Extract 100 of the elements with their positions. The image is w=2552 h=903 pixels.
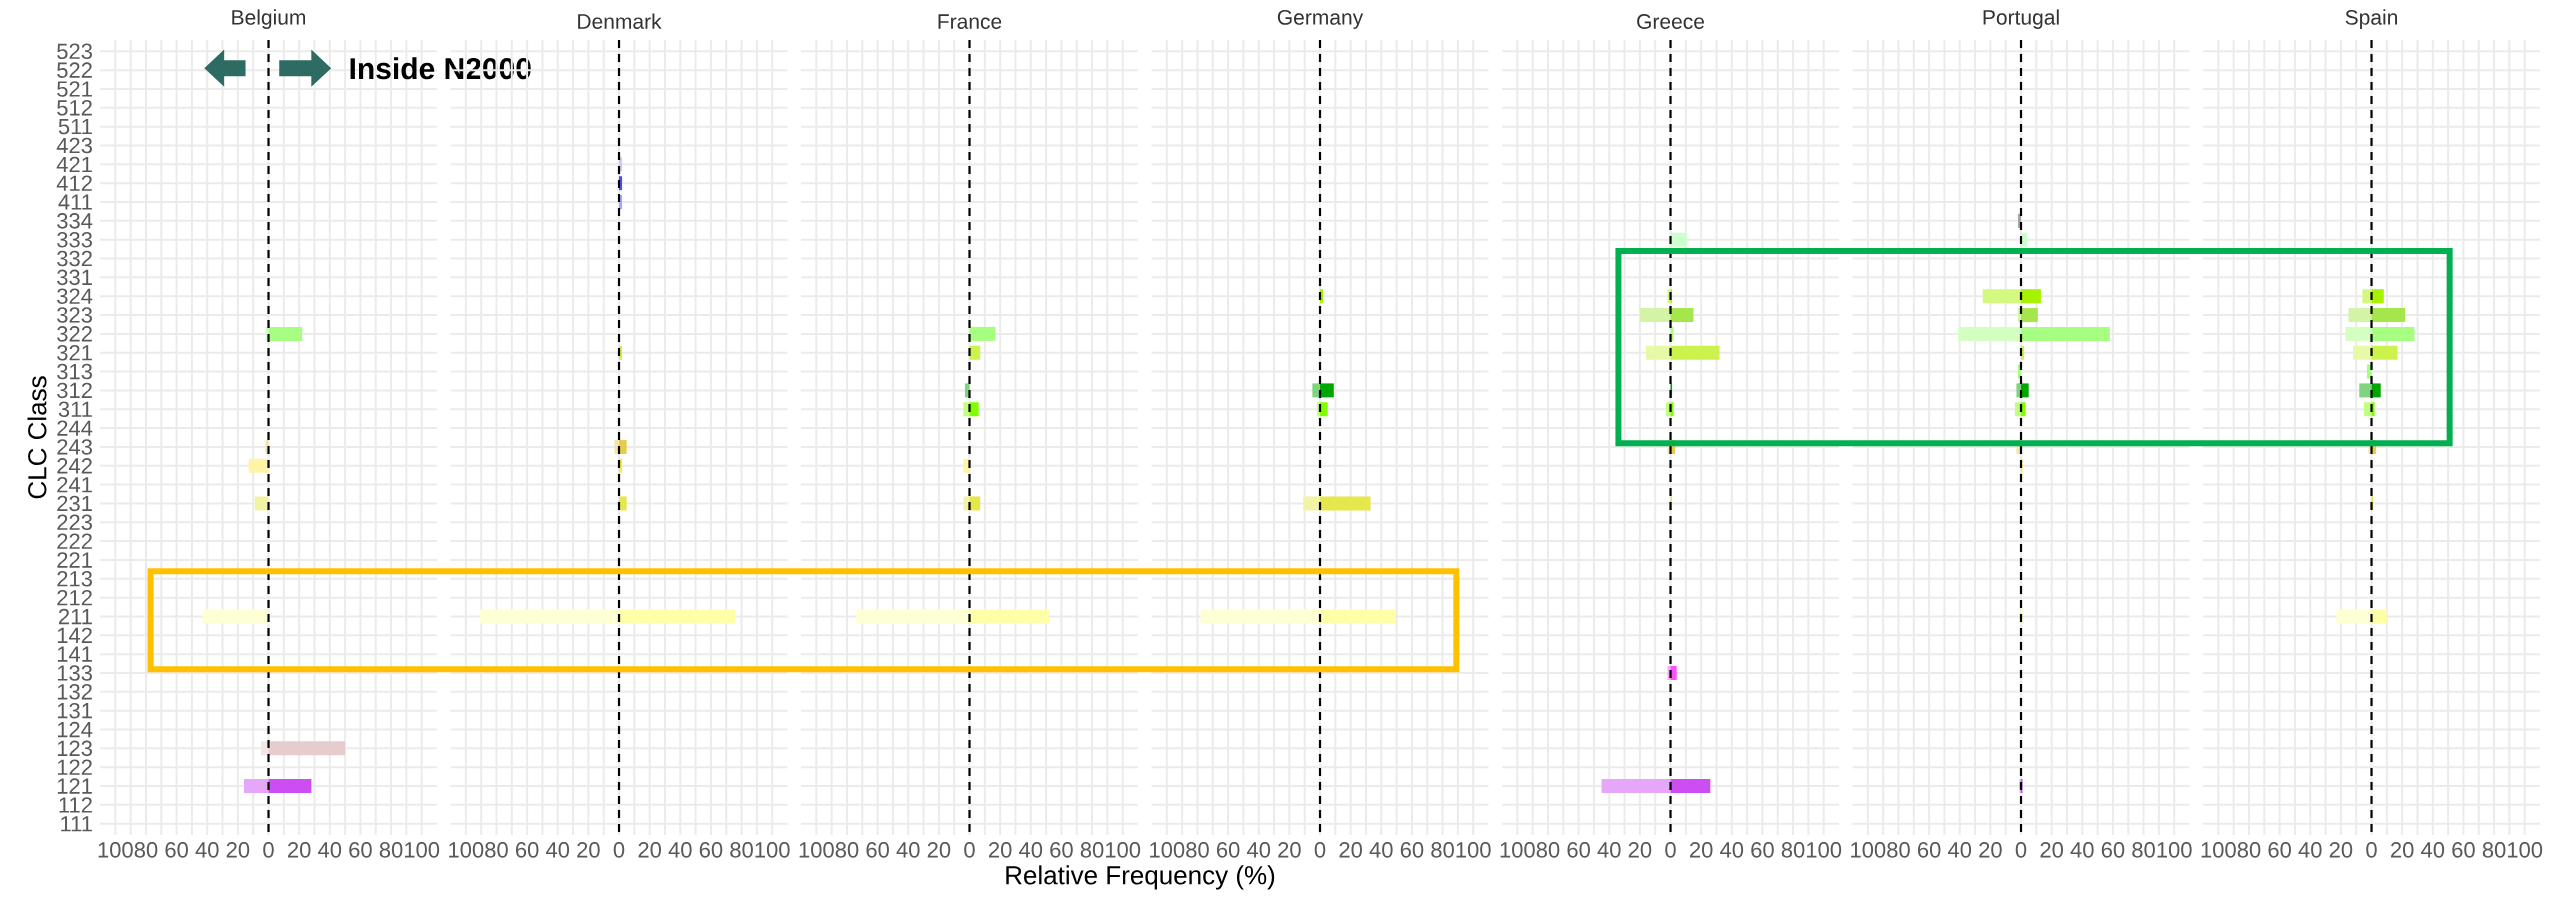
y-tick-label: 522 bbox=[57, 62, 92, 78]
x-tick-label: 60 bbox=[1400, 842, 1424, 858]
y-tick-label: 122 bbox=[57, 759, 92, 775]
x-tick-label: 20 bbox=[927, 842, 951, 858]
x-tick-label: 80 bbox=[2132, 842, 2155, 858]
y-tick-label: 523 bbox=[57, 43, 92, 60]
chart-title: Germany bbox=[1277, 9, 1364, 29]
x-tick-label: 80 bbox=[1186, 842, 1209, 858]
x-tick-label: 60 bbox=[349, 842, 372, 858]
x-tick-label: 60 bbox=[1918, 842, 1941, 858]
y-tick-label: 141 bbox=[57, 646, 92, 662]
x-tick-label: 80 bbox=[134, 842, 158, 858]
x-tick-label: 60 bbox=[165, 842, 188, 858]
x-tick-label: 60 bbox=[1050, 842, 1073, 858]
x-tick-label: 60 bbox=[2101, 842, 2125, 858]
y-tick-label: 131 bbox=[57, 702, 92, 719]
x-tick-label: 20 bbox=[638, 842, 661, 858]
x-tick-label: 100 bbox=[1500, 842, 1535, 858]
chart-title: Spain bbox=[2345, 9, 2398, 29]
x-tick-label: 80 bbox=[2237, 842, 2261, 858]
y-tick-label: 211 bbox=[58, 608, 92, 625]
x-tick-label: 100 bbox=[98, 842, 133, 858]
y-tick-label: 213 bbox=[57, 571, 92, 587]
x-tick-label: 20 bbox=[577, 842, 600, 858]
chart-title: Denmark bbox=[578, 13, 662, 29]
y-tick-label: 332 bbox=[57, 250, 92, 267]
x-tick-label: 0 bbox=[1314, 842, 1326, 858]
x-tick-label: 80 bbox=[835, 842, 859, 858]
x-tick-label: 20 bbox=[989, 842, 1012, 858]
x-tick-label: 40 bbox=[1369, 842, 1393, 858]
y-tick-label: 411 bbox=[58, 194, 92, 210]
y-tick-label: 222 bbox=[57, 533, 92, 549]
x-axis-title: Relative Frequency (%) bbox=[1006, 865, 1275, 890]
x-tick-label: 60 bbox=[2452, 842, 2475, 858]
x-tick-label: 80 bbox=[379, 842, 403, 858]
x-tick-label: 100 bbox=[1150, 842, 1185, 858]
x-tick-label: 60 bbox=[516, 842, 539, 858]
x-tick-label: 20 bbox=[226, 842, 250, 858]
y-tick-label: 132 bbox=[57, 684, 92, 700]
y-tick-label: 123 bbox=[57, 740, 92, 757]
y-tick-label: 313 bbox=[57, 363, 92, 380]
y-tick-label: 112 bbox=[59, 797, 92, 813]
y-tick-label: 322 bbox=[57, 326, 92, 342]
y-tick-label: 242 bbox=[57, 458, 92, 474]
y-tick-label: 241 bbox=[57, 476, 92, 493]
y-tick-label: 421 bbox=[56, 156, 92, 173]
chart-title: Greece bbox=[1637, 14, 1704, 29]
chart-title: Portugal bbox=[1983, 9, 2059, 29]
x-tick-label: 20 bbox=[1628, 842, 1652, 858]
y-tick-label: 221 bbox=[57, 552, 92, 568]
y-tick-label: 311 bbox=[58, 401, 92, 418]
x-tick-label: 20 bbox=[1979, 842, 2002, 858]
x-tick-label: 100 bbox=[755, 842, 790, 858]
x-tick-label: 20 bbox=[2040, 842, 2064, 858]
y-tick-label: 412 bbox=[56, 175, 92, 191]
x-tick-label: 20 bbox=[288, 842, 311, 858]
chart-title: France bbox=[938, 14, 1002, 29]
x-tick-label: 60 bbox=[2268, 842, 2291, 858]
x-tick-label: 100 bbox=[1807, 842, 1842, 858]
x-tick-label: 100 bbox=[449, 842, 484, 858]
y-tick-label: 133 bbox=[57, 665, 92, 681]
x-tick-label: 60 bbox=[1217, 842, 1240, 858]
x-tick-label: 100 bbox=[1106, 842, 1141, 858]
x-tick-label: 80 bbox=[1431, 842, 1454, 858]
x-tick-label: 40 bbox=[668, 842, 692, 858]
y-tick-label: 423 bbox=[56, 137, 92, 154]
y-tick-label: 512 bbox=[57, 100, 92, 116]
y-tick-label: 231 bbox=[57, 495, 92, 512]
y-tick-label: 121 bbox=[57, 778, 92, 794]
x-tick-label: 80 bbox=[1781, 842, 1805, 858]
y-tick-label: 243 bbox=[57, 439, 92, 455]
y-tick-label: 111 bbox=[61, 816, 92, 832]
x-tick-label: 100 bbox=[799, 842, 834, 858]
y-tick-label: 142 bbox=[57, 627, 92, 643]
x-tick-label: 40 bbox=[318, 842, 342, 858]
x-tick-label: 80 bbox=[2482, 842, 2506, 858]
y-tick-label: 333 bbox=[57, 231, 92, 248]
x-tick-label: 40 bbox=[2421, 842, 2445, 858]
x-tick-label: 80 bbox=[1887, 842, 1910, 858]
x-tick-label: 20 bbox=[1339, 842, 1362, 858]
y-tick-label: 321 bbox=[57, 344, 92, 361]
x-tick-label: 100 bbox=[405, 842, 440, 858]
y-tick-label: 334 bbox=[57, 213, 93, 229]
y-tick-label: 244 bbox=[57, 420, 93, 436]
x-tick-label: 20 bbox=[2329, 842, 2353, 858]
x-tick-label: 0 bbox=[1665, 842, 1676, 858]
x-tick-label: 100 bbox=[1456, 842, 1491, 858]
x-tick-label: 0 bbox=[964, 842, 975, 858]
x-tick-label: 40 bbox=[896, 842, 920, 858]
x-tick-label: 100 bbox=[2508, 842, 2543, 858]
x-tick-label: 40 bbox=[1720, 842, 1744, 858]
x-tick-label: 100 bbox=[2157, 842, 2192, 858]
x-tick-label: 80 bbox=[730, 842, 753, 858]
y-tick-label: 521 bbox=[57, 81, 92, 97]
x-tick-label: 60 bbox=[699, 842, 723, 858]
y-tick-label: 223 bbox=[57, 514, 92, 531]
x-tick-label: 40 bbox=[195, 842, 219, 858]
x-tick-label: 40 bbox=[2298, 842, 2322, 858]
x-tick-label: 40 bbox=[2070, 842, 2094, 858]
x-tick-label: 100 bbox=[1851, 842, 1886, 858]
